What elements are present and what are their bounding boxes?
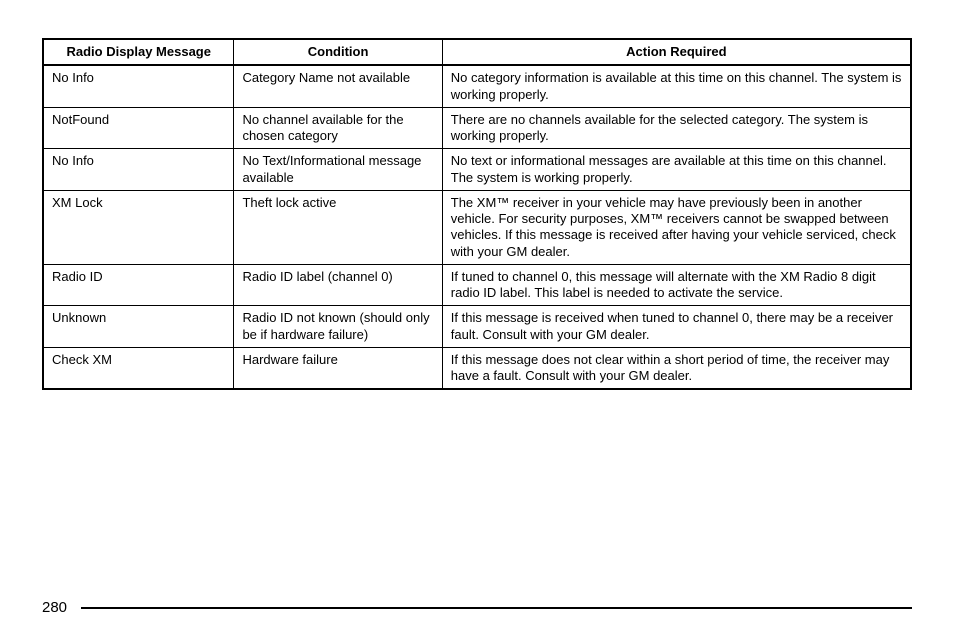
table-row: No Info No Text/Informational message av…	[43, 149, 911, 191]
column-header-action: Action Required	[442, 39, 911, 65]
cell-message: NotFound	[43, 107, 234, 149]
cell-condition: No Text/Informational message available	[234, 149, 442, 191]
cell-message: No Info	[43, 149, 234, 191]
table-row: Unknown Radio ID not known (should only …	[43, 306, 911, 348]
table-row: NotFound No channel available for the ch…	[43, 107, 911, 149]
cell-condition: Radio ID not known (should only be if ha…	[234, 306, 442, 348]
cell-condition: Radio ID label (channel 0)	[234, 264, 442, 306]
cell-message: Unknown	[43, 306, 234, 348]
cell-action: If this message is received when tuned t…	[442, 306, 911, 348]
table-row: XM Lock Theft lock active The XM™ receiv…	[43, 190, 911, 264]
cell-action: If this message does not clear within a …	[442, 347, 911, 389]
cell-condition: Category Name not available	[234, 65, 442, 107]
cell-message: Radio ID	[43, 264, 234, 306]
column-header-message: Radio Display Message	[43, 39, 234, 65]
cell-action: There are no channels available for the …	[442, 107, 911, 149]
cell-condition: Theft lock active	[234, 190, 442, 264]
cell-action: No category information is available at …	[442, 65, 911, 107]
radio-messages-table: Radio Display Message Condition Action R…	[42, 38, 912, 390]
cell-condition: No channel available for the chosen cate…	[234, 107, 442, 149]
cell-condition: Hardware failure	[234, 347, 442, 389]
cell-action: The XM™ receiver in your vehicle may hav…	[442, 190, 911, 264]
table-header-row: Radio Display Message Condition Action R…	[43, 39, 911, 65]
cell-message: No Info	[43, 65, 234, 107]
page-number: 280	[42, 599, 67, 616]
cell-action: No text or informational messages are av…	[442, 149, 911, 191]
page-footer: 280	[42, 599, 912, 616]
cell-message: Check XM	[43, 347, 234, 389]
column-header-condition: Condition	[234, 39, 442, 65]
cell-message: XM Lock	[43, 190, 234, 264]
footer-rule	[81, 607, 912, 609]
table-row: No Info Category Name not available No c…	[43, 65, 911, 107]
table-row: Check XM Hardware failure If this messag…	[43, 347, 911, 389]
cell-action: If tuned to channel 0, this message will…	[442, 264, 911, 306]
table-row: Radio ID Radio ID label (channel 0) If t…	[43, 264, 911, 306]
